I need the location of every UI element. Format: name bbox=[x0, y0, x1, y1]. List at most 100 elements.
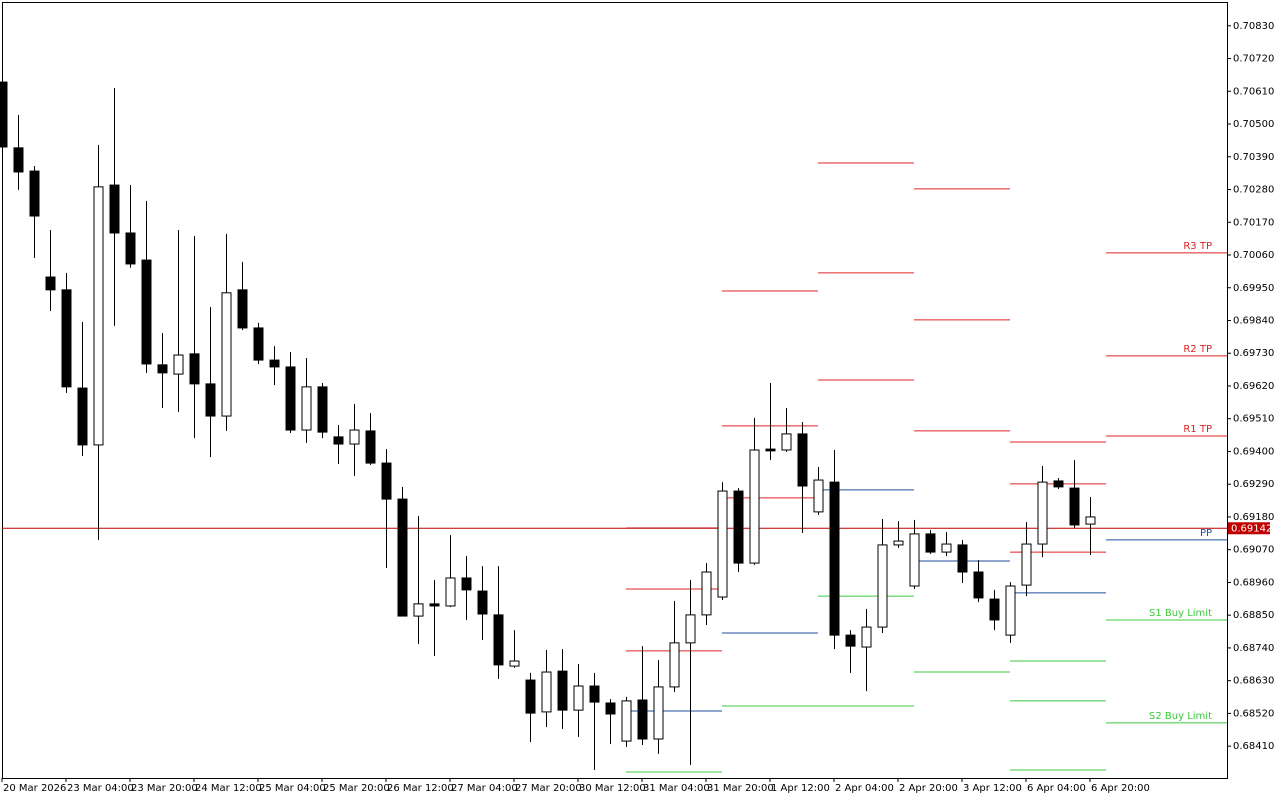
y-tick-label: 0.70390 bbox=[1233, 152, 1274, 163]
candle-body bbox=[397, 498, 408, 617]
y-tick-label: 0.70830 bbox=[1233, 21, 1274, 32]
candle-body bbox=[797, 433, 808, 487]
candle-body bbox=[205, 383, 216, 417]
candle-body bbox=[605, 702, 616, 715]
plot-frame bbox=[2, 2, 1228, 779]
candle-body bbox=[125, 232, 136, 265]
y-tick-label: 0.69840 bbox=[1233, 315, 1274, 326]
candle-body bbox=[349, 429, 360, 445]
current-price-tag bbox=[1228, 522, 1270, 535]
candle-body bbox=[461, 577, 472, 591]
y-tick-label: 0.69400 bbox=[1233, 446, 1274, 457]
candle-body bbox=[477, 590, 488, 615]
y-tick-label: 0.70610 bbox=[1233, 86, 1274, 97]
candle-body bbox=[541, 671, 552, 713]
x-tick-label: 2 Apr 04:00 bbox=[835, 783, 894, 794]
candle-body bbox=[909, 533, 920, 587]
candle-body bbox=[989, 598, 1000, 621]
y-tick-label: 0.69950 bbox=[1233, 283, 1274, 294]
pivot-label: R3 TP bbox=[1183, 241, 1212, 252]
candle-body bbox=[445, 577, 456, 607]
candle-body bbox=[1037, 481, 1048, 545]
x-tick-label: 23 Mar 04:00 bbox=[67, 783, 134, 794]
y-tick-label: 0.68960 bbox=[1233, 577, 1274, 588]
candle-body bbox=[77, 387, 88, 446]
x-tick-label: 23 Mar 20:00 bbox=[131, 783, 198, 794]
candle-body bbox=[301, 386, 312, 431]
x-tick-label: 26 Mar 12:00 bbox=[387, 783, 454, 794]
y-tick-label: 0.68630 bbox=[1233, 676, 1274, 687]
candle-body bbox=[221, 292, 232, 417]
candle-body bbox=[333, 436, 344, 445]
candle-body bbox=[493, 614, 504, 666]
x-tick-label: 6 Apr 20:00 bbox=[1091, 783, 1150, 794]
x-tick-label: 6 Apr 04:00 bbox=[1027, 783, 1086, 794]
y-tick-label: 0.68520 bbox=[1233, 708, 1274, 719]
candle-body bbox=[317, 386, 328, 433]
pivot-label: R1 TP bbox=[1183, 424, 1212, 435]
candle-body bbox=[621, 700, 632, 742]
candle-body bbox=[237, 289, 248, 329]
x-tick-label: 27 Mar 20:00 bbox=[515, 783, 582, 794]
candle-body bbox=[893, 540, 904, 546]
candle-body bbox=[269, 359, 280, 368]
candle-body bbox=[365, 430, 376, 464]
y-tick-label: 0.70500 bbox=[1233, 119, 1274, 130]
candle-body bbox=[717, 490, 728, 598]
candle-body bbox=[285, 366, 296, 431]
candle-body bbox=[1021, 543, 1032, 586]
x-tick-label: 24 Mar 12:00 bbox=[195, 783, 262, 794]
y-tick-label: 0.69510 bbox=[1233, 414, 1274, 425]
candle-body bbox=[509, 660, 520, 667]
x-tick-label: 31 Mar 04:00 bbox=[643, 783, 710, 794]
y-tick-label: 0.69620 bbox=[1233, 381, 1274, 392]
candle-body bbox=[973, 571, 984, 599]
candle-body bbox=[157, 364, 168, 374]
y-tick-label: 0.68410 bbox=[1233, 741, 1274, 752]
candle-body bbox=[381, 462, 392, 500]
candle-body bbox=[0, 81, 8, 148]
x-tick-label: 30 Mar 12:00 bbox=[579, 783, 646, 794]
candle-body bbox=[829, 481, 840, 636]
candle-body bbox=[861, 626, 872, 648]
candle-body bbox=[941, 543, 952, 553]
candle-body bbox=[525, 679, 536, 714]
candle-body bbox=[589, 685, 600, 703]
candle-body bbox=[701, 571, 712, 616]
candle-body bbox=[653, 686, 664, 740]
candle-body bbox=[749, 449, 760, 564]
y-tick-label: 0.69730 bbox=[1233, 348, 1274, 359]
candle-body bbox=[765, 448, 776, 452]
candle-body bbox=[13, 147, 24, 173]
pivot-label: R2 TP bbox=[1183, 344, 1212, 355]
candle-body bbox=[637, 699, 648, 740]
candle-body bbox=[733, 490, 744, 564]
candle-body bbox=[1053, 480, 1064, 488]
y-tick-label: 0.70060 bbox=[1233, 250, 1274, 261]
candle-body bbox=[1069, 487, 1080, 526]
candle-body bbox=[189, 353, 200, 385]
y-tick-label: 0.69180 bbox=[1233, 512, 1274, 523]
candle-body bbox=[781, 433, 792, 451]
x-tick-label: 20 Mar 2026 bbox=[3, 783, 66, 794]
candle-body bbox=[45, 276, 56, 291]
candle-body bbox=[61, 289, 72, 388]
candle-body bbox=[669, 642, 680, 688]
candle-body bbox=[1085, 516, 1096, 525]
candle-body bbox=[173, 354, 184, 375]
y-tick-label: 0.69290 bbox=[1233, 479, 1274, 490]
x-tick-label: 25 Mar 04:00 bbox=[259, 783, 326, 794]
candle-body bbox=[925, 533, 936, 553]
candle-body bbox=[813, 479, 824, 513]
x-tick-label: 31 Mar 20:00 bbox=[707, 783, 774, 794]
x-tick-label: 27 Mar 04:00 bbox=[451, 783, 518, 794]
candle-body bbox=[109, 184, 120, 234]
x-tick-label: 2 Apr 20:00 bbox=[899, 783, 958, 794]
x-tick-label: 1 Apr 12:00 bbox=[771, 783, 830, 794]
y-tick-label: 0.69070 bbox=[1233, 545, 1274, 556]
candle-body bbox=[29, 170, 40, 217]
candle-body bbox=[413, 603, 424, 617]
candle-body bbox=[253, 327, 264, 361]
y-tick-label: 0.70170 bbox=[1233, 217, 1274, 228]
candle-body bbox=[141, 259, 152, 365]
